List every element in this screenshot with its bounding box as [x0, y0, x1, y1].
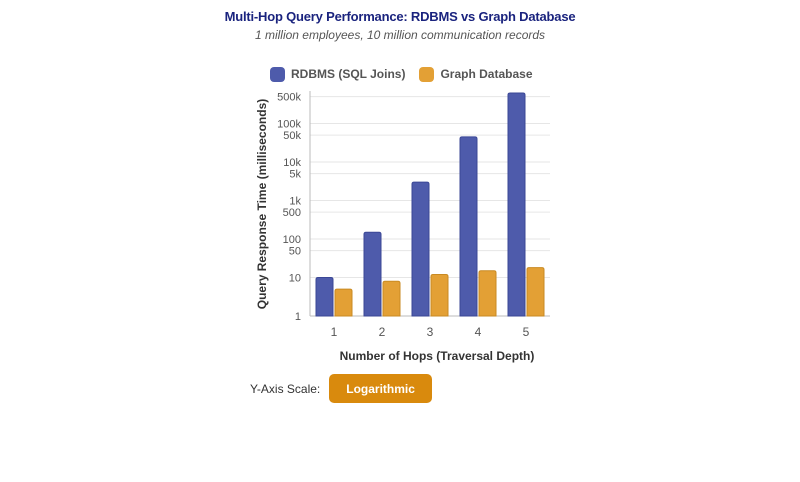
bar-rdbms[interactable] — [363, 231, 382, 317]
y-tick-label: 10 — [289, 273, 301, 285]
bar-graph-db[interactable] — [334, 288, 353, 317]
chart-legend: RDBMS (SQL Joins) Graph Database — [270, 66, 547, 82]
scale-label: Y-Axis Scale: — [250, 381, 321, 396]
x-axis-title: Number of Hops (Traversal Depth) — [340, 349, 535, 363]
y-tick-label: 5k — [289, 169, 301, 181]
legend-swatch-rdbms — [270, 66, 285, 82]
chart-subtitle: 1 million employees, 10 million communic… — [254, 28, 546, 42]
y-tick-label: 50 — [289, 246, 301, 258]
legend-label-rdbms: RDBMS (SQL Joins) — [291, 67, 406, 81]
y-tick-label: 500k — [277, 92, 301, 104]
bar-graph-db[interactable] — [430, 273, 449, 317]
bar-rdbms[interactable] — [411, 181, 430, 317]
x-tick-label: 5 — [523, 325, 530, 339]
bar-rdbms[interactable] — [459, 136, 478, 317]
y-tick-label: 100 — [283, 234, 301, 246]
y-tick-label: 1k — [289, 196, 301, 208]
bar-rdbms[interactable] — [507, 92, 526, 317]
bar-graph-db[interactable] — [382, 280, 401, 317]
x-tick-label: 1 — [331, 325, 338, 339]
y-tick-label: 50k — [283, 130, 301, 142]
legend-label-graph: Graph Database — [440, 67, 533, 81]
legend-swatch-graph — [419, 66, 435, 82]
y-tick-label: 1 — [295, 311, 301, 323]
x-tick-label: 4 — [475, 325, 482, 339]
legend-item-graph[interactable]: Graph Database — [419, 66, 533, 82]
scale-control: Y-Axis Scale: Logarithmic — [250, 374, 432, 403]
bar-rdbms[interactable] — [315, 277, 334, 317]
x-tick-label: 3 — [427, 325, 434, 339]
legend-item-rdbms[interactable]: RDBMS (SQL Joins) — [270, 66, 406, 82]
y-tick-label: 10k — [283, 157, 301, 169]
y-tick-label: 100k — [277, 119, 301, 131]
chart-title: Multi-Hop Query Performance: RDBMS vs Gr… — [224, 9, 576, 24]
y-axis-title: Query Response Time (milliseconds) — [255, 99, 269, 310]
y-tick-label: 500 — [283, 207, 301, 219]
x-tick-label: 2 — [379, 325, 386, 339]
bar-graph-db[interactable] — [478, 270, 497, 317]
bar-graph-db[interactable] — [526, 267, 545, 317]
log-scale-toggle-button[interactable]: Logarithmic — [329, 374, 432, 403]
